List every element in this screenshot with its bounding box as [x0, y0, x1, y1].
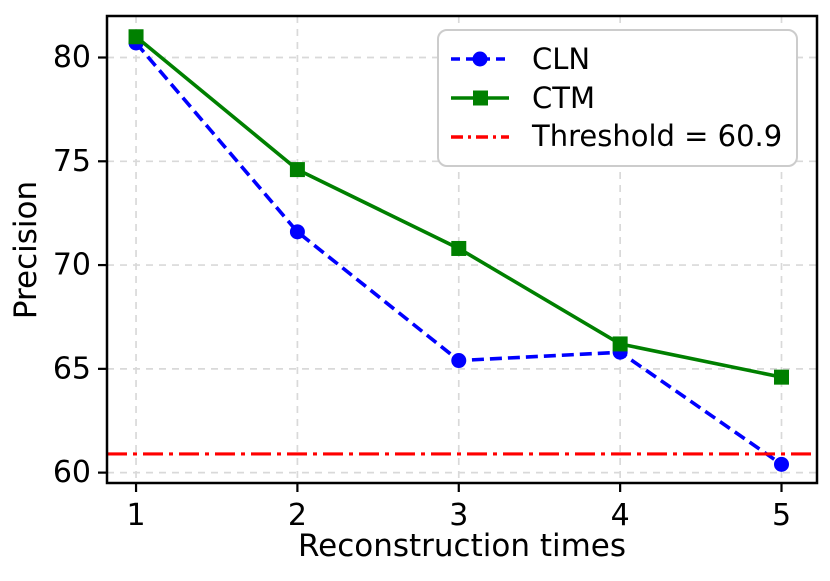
legend-label-ctm: CTM: [532, 80, 595, 115]
svg-text:5: 5: [772, 498, 791, 533]
svg-text:1: 1: [126, 498, 145, 533]
legend-item-cln: CLN: [449, 41, 790, 76]
svg-text:65: 65: [53, 351, 91, 386]
legend-box: CLN CTM Threshold = 60.9: [437, 29, 798, 167]
svg-text:75: 75: [53, 144, 91, 179]
cln-line-sample-icon: [451, 51, 509, 67]
legend-label-threshold: Threshold = 60.9: [532, 119, 783, 154]
ctm-line-sample-icon: [451, 90, 509, 106]
svg-text:3: 3: [449, 498, 468, 533]
svg-text:60: 60: [53, 455, 91, 490]
y-axis-label: Precision: [8, 180, 44, 320]
svg-text:4: 4: [611, 498, 630, 533]
legend-item-ctm: CTM: [449, 80, 790, 115]
svg-text:70: 70: [53, 248, 91, 283]
svg-text:2: 2: [288, 498, 307, 533]
x-axis-label: Reconstruction times: [297, 528, 627, 564]
legend-item-threshold: Threshold = 60.9: [449, 122, 790, 151]
legend-label-cln: CLN: [532, 41, 591, 76]
svg-text:80: 80: [53, 40, 91, 75]
threshold-line-sample-icon: [451, 135, 509, 139]
